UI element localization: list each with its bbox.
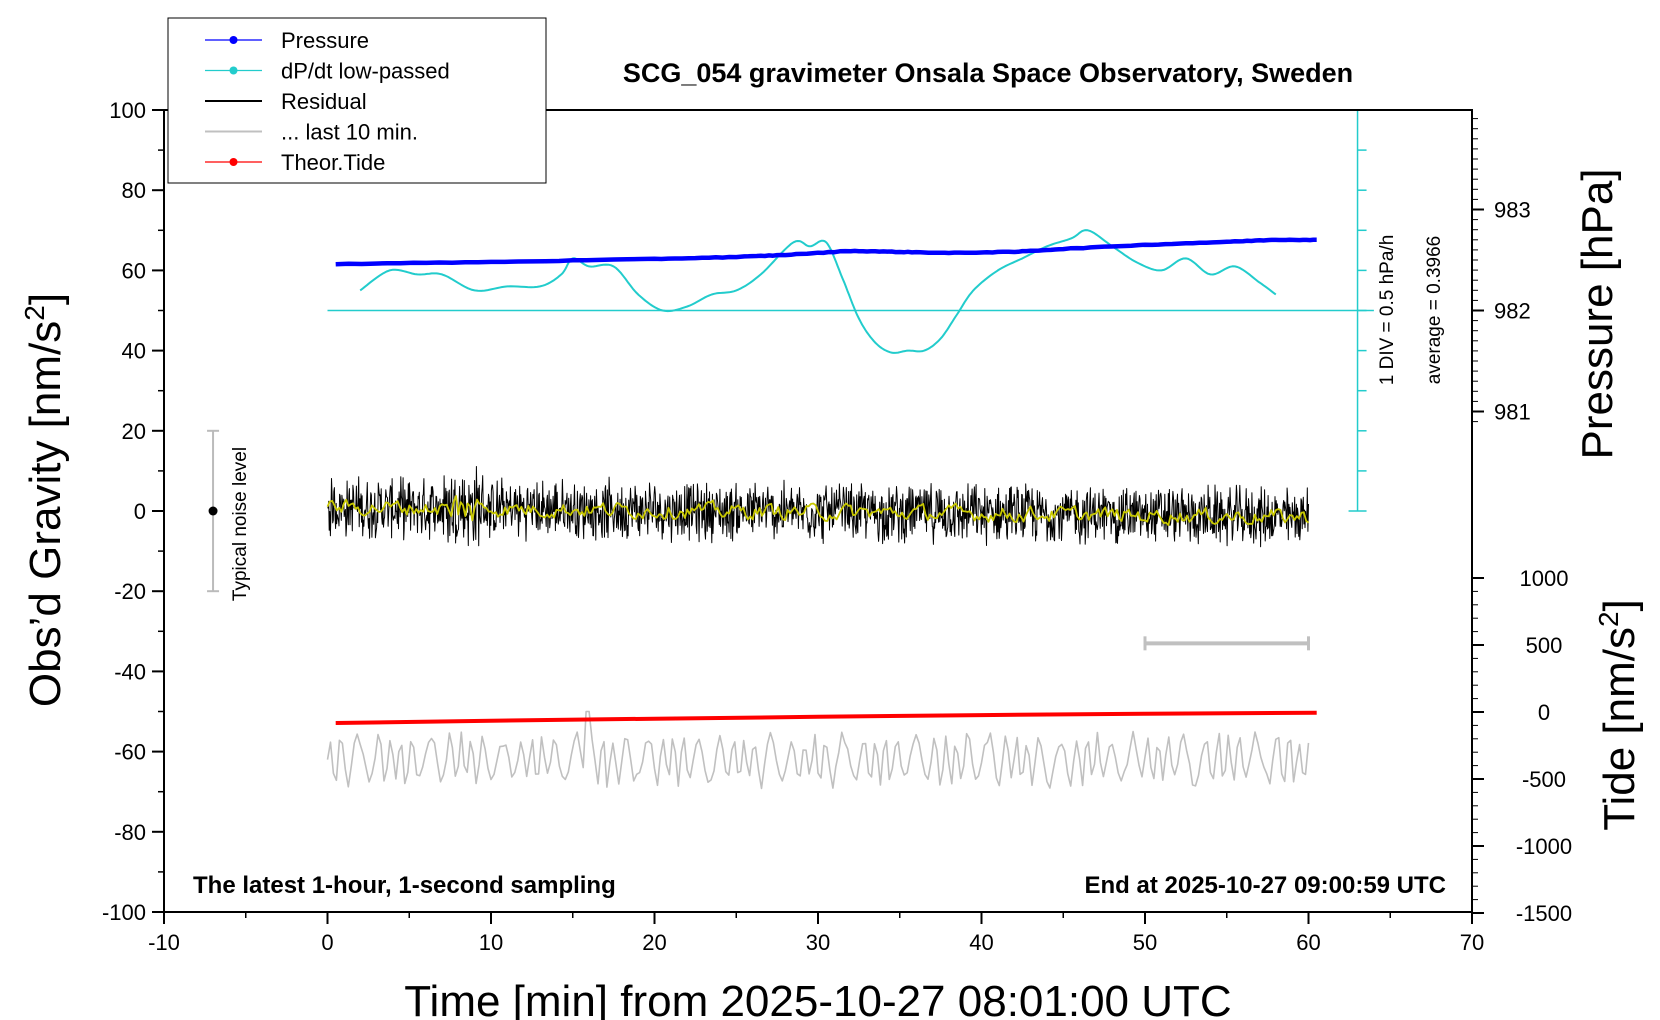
- x-tick-label: 40: [969, 930, 993, 955]
- y-axis-title: Obs’d Gravity [nm/s2]: [19, 293, 70, 707]
- pressure-axis-title: Pressure [hPa]: [1573, 168, 1622, 459]
- series-layer: [326, 229, 1317, 790]
- y-axis-title-main: Obs’d Gravity [nm/s: [21, 321, 70, 707]
- y-tick-label: 40: [122, 339, 146, 364]
- y-tick-label: -60: [114, 740, 146, 765]
- tide-axis-title-sup: 2: [1593, 611, 1624, 627]
- tide-tick-label: -1500: [1516, 901, 1572, 926]
- dpdt-scale-label: 1 DIV = 0.5 hPa/h: [1377, 235, 1398, 386]
- annotation-layer: [207, 109, 1374, 651]
- legend-swatch-marker: [229, 36, 238, 44]
- tide-line: [335, 710, 1317, 725]
- pressure-tick-label: 983: [1494, 198, 1531, 223]
- pressure-line: [335, 237, 1317, 267]
- legend-items: Pressure dP/dt low-passed Residual ... last…: [205, 28, 450, 175]
- tide-axis-title-end: ]: [1595, 599, 1644, 611]
- axis-layer: -10 0 10 20 30 40 50 60 70-100-80-60-40-20020406…: [102, 98, 1572, 955]
- y-axis-title-sup: 2: [19, 305, 50, 321]
- residual-lowpass-line: [326, 495, 1310, 526]
- x-tick-label: 70: [1460, 930, 1484, 955]
- legend-label: Theor.Tide: [281, 150, 385, 175]
- y-tick-label: -80: [114, 820, 146, 845]
- y-tick-label: -20: [114, 579, 146, 604]
- y-axis-title-end: ]: [21, 293, 70, 305]
- noise-level-marker: [208, 506, 218, 516]
- y-tick-label: 0: [134, 499, 146, 524]
- tide-tick-label: -1000: [1516, 834, 1572, 859]
- x-tick-label: -10: [148, 930, 180, 955]
- tide-axis-title-main: Tide [nm/s: [1595, 627, 1644, 831]
- tide-tick-label: 0: [1538, 700, 1550, 725]
- y-tick-label: 20: [122, 419, 146, 444]
- tide-tick-label: 500: [1526, 633, 1563, 658]
- tide-tick-label: -500: [1522, 767, 1566, 792]
- y-tick-label: 100: [109, 98, 146, 123]
- x-tick-label: 30: [806, 930, 830, 955]
- tide-tick-label: 1000: [1520, 566, 1569, 591]
- chart-title: SCG_054 gravimeter Onsala Space Observat…: [623, 58, 1353, 88]
- residual-line: [327, 466, 1309, 548]
- last10-line: [326, 710, 1310, 790]
- footer-right-label: End at 2025-10-27 09:00:59 UTC: [1085, 872, 1447, 899]
- legend: Pressure dP/dt low-passed Residual ... last…: [167, 17, 547, 184]
- legend-label: ... last 10 min.: [281, 120, 418, 145]
- legend-label: Residual: [281, 89, 367, 114]
- legend-label: Pressure: [281, 28, 369, 53]
- x-tick-label: 60: [1296, 930, 1320, 955]
- x-tick-label: 10: [479, 930, 503, 955]
- legend-label: dP/dt low-passed: [281, 59, 450, 84]
- noise-level-label: Typical noise level: [230, 447, 251, 601]
- tide-axis-title: Tide [nm/s2]: [1593, 599, 1644, 831]
- x-tick-label: 20: [642, 930, 666, 955]
- legend-swatch-marker: [229, 66, 238, 75]
- y-tick-label: -100: [102, 900, 146, 925]
- pressure-tick-label: 982: [1494, 299, 1531, 324]
- footer-left-label: The latest 1-hour, 1-second sampling: [193, 872, 616, 899]
- x-tick-label: 0: [321, 930, 333, 955]
- y-tick-label: 80: [122, 178, 146, 203]
- x-axis-title: Time [min] from 2025-10-27 08:01:00 UTC: [404, 977, 1231, 1020]
- dpdt-line: [359, 229, 1277, 354]
- y-tick-label: 60: [122, 258, 146, 283]
- dpdt-average-label: average = 0.3966: [1424, 236, 1445, 384]
- y-tick-label: -40: [114, 659, 146, 684]
- x-tick-label: 50: [1133, 930, 1157, 955]
- pressure-tick-label: 981: [1494, 400, 1531, 425]
- legend-swatch-marker: [229, 158, 238, 166]
